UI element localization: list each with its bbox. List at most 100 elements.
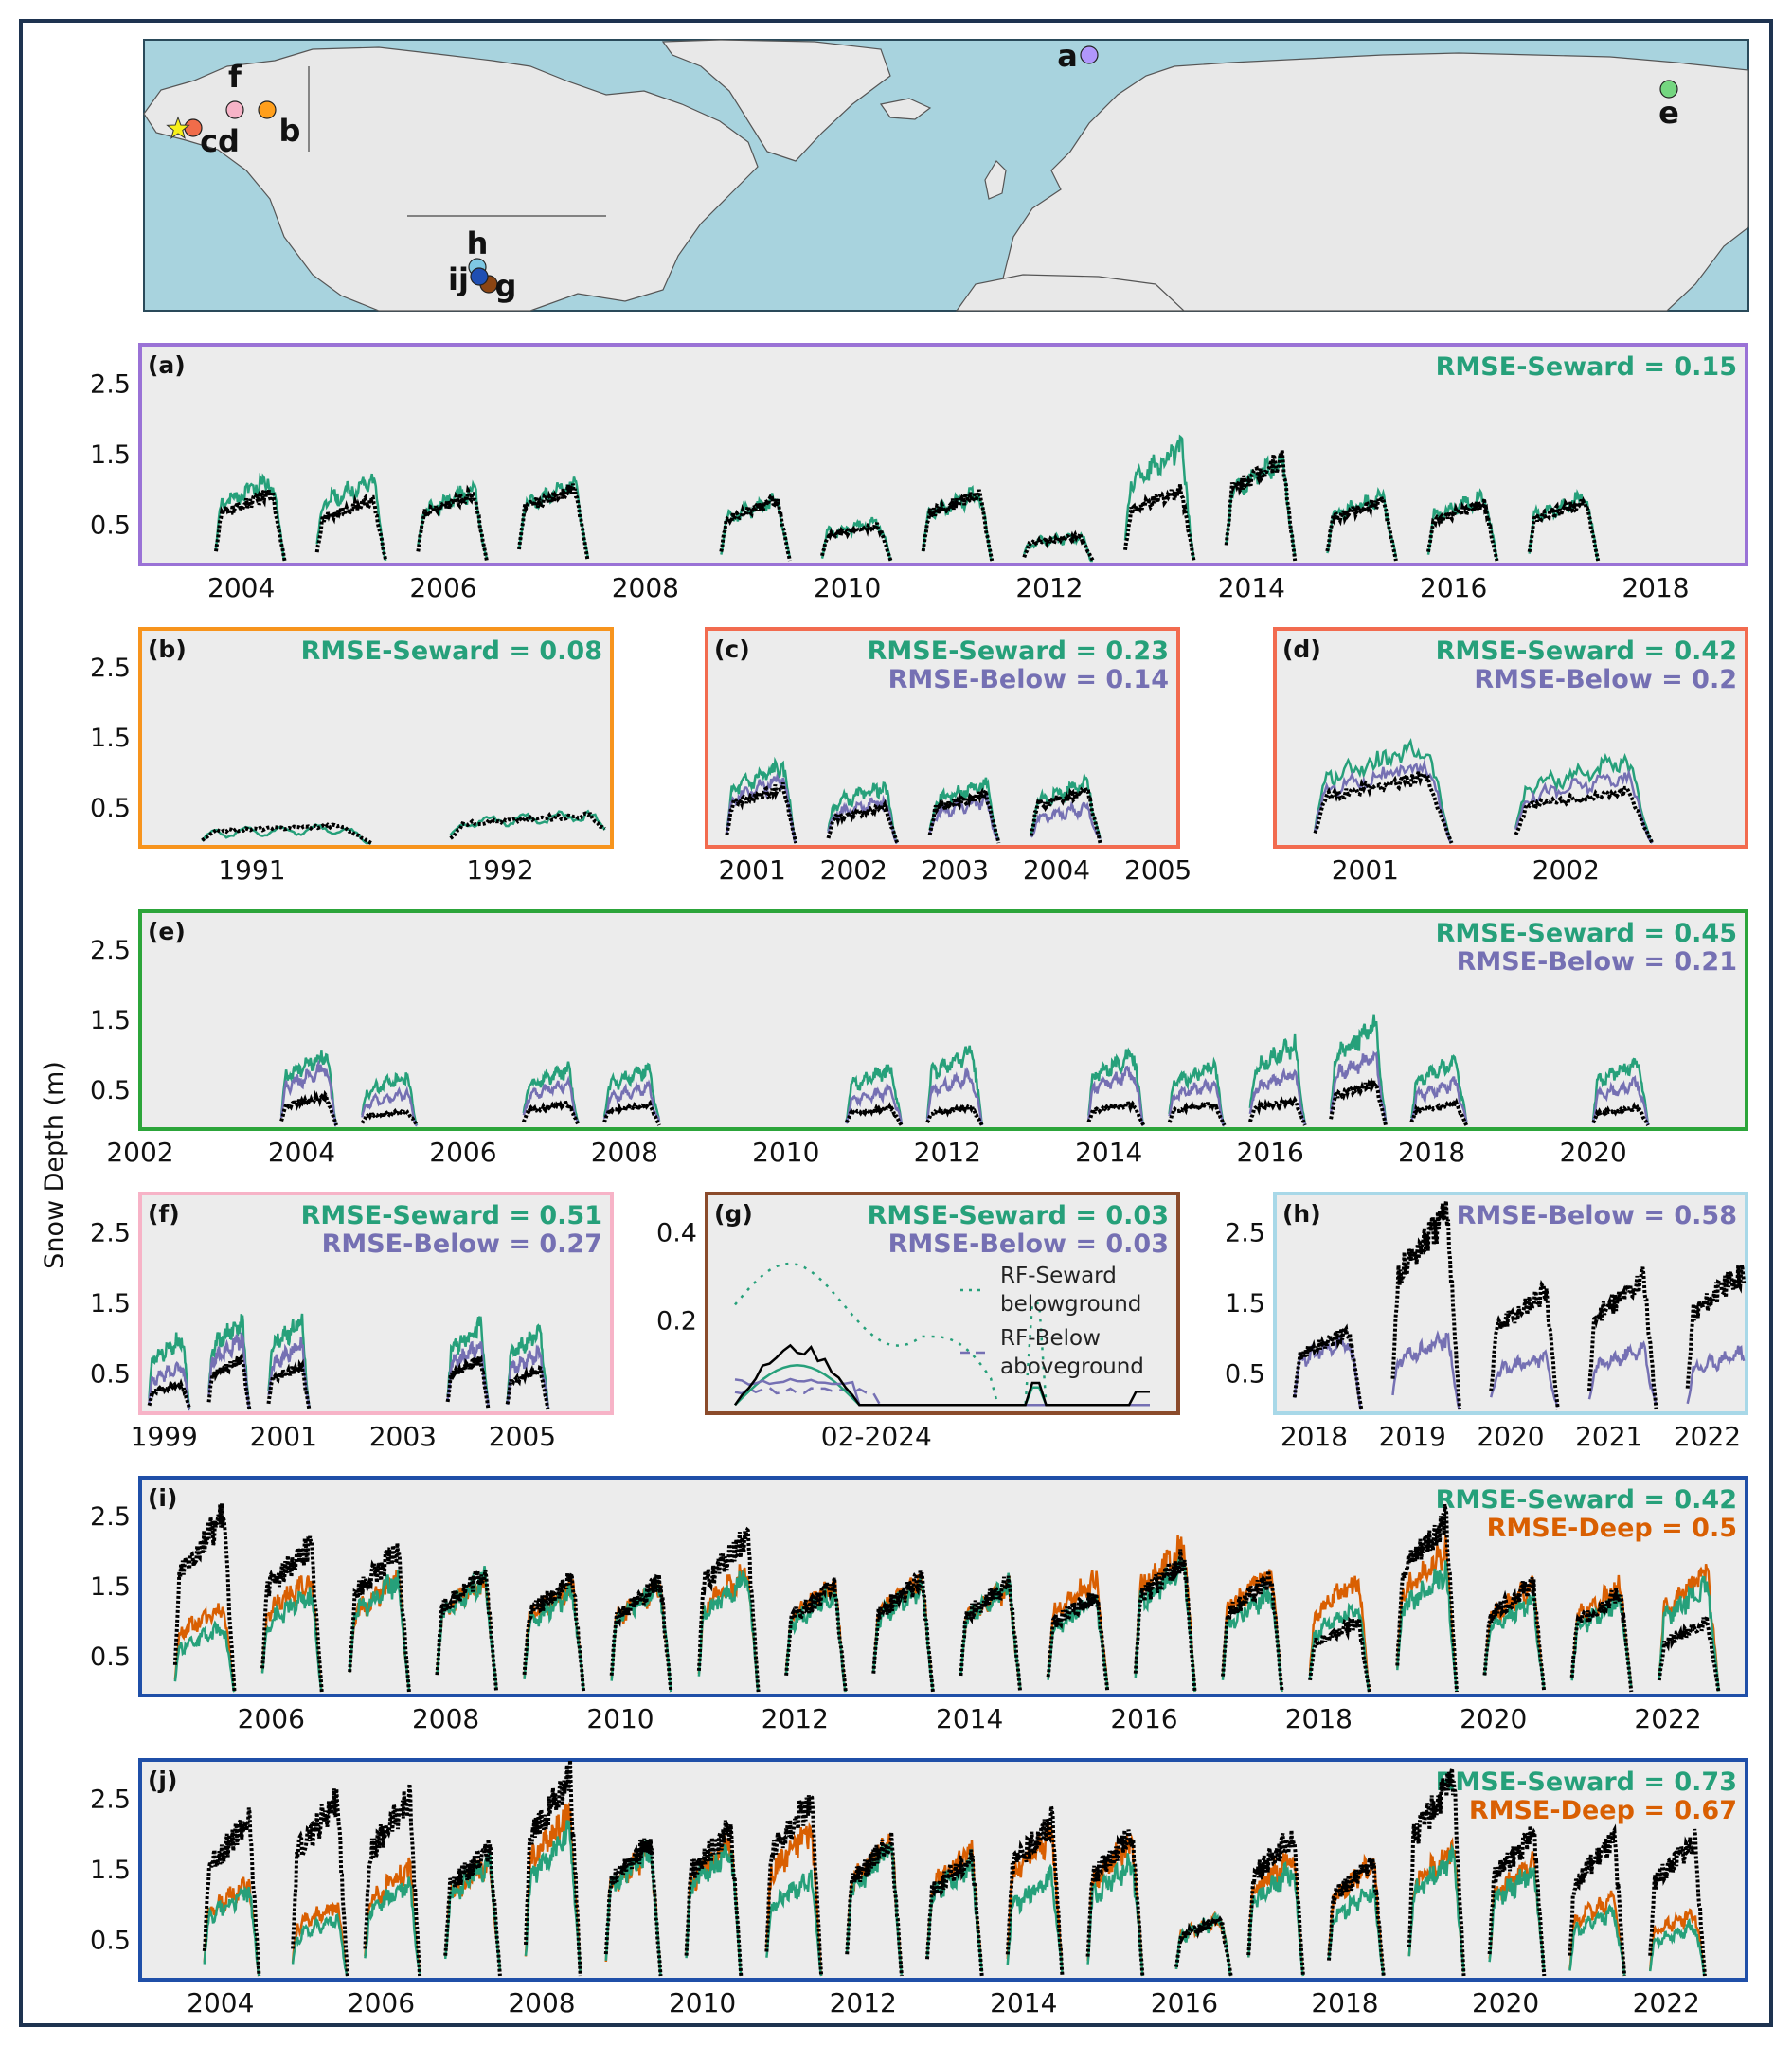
panel-e-below-season-0 — [279, 1059, 337, 1127]
panel-a-obs-season-12 — [1527, 495, 1601, 562]
panel-a-x-tick: 2014 — [1218, 572, 1285, 603]
panel-j-obs-season-18 — [1648, 1828, 1707, 1977]
panel-b-seward-season-1 — [449, 809, 606, 836]
panel-e-seward-season-5 — [925, 1045, 984, 1126]
panel-i-obs-season-11 — [1133, 1549, 1197, 1693]
panel-f: (f) 0.5 1.5 2.5 1999 2001 2003 2005 RMSE-Seward … — [90, 1192, 614, 1452]
panel-i-seward-season-4 — [523, 1583, 585, 1690]
panel-a-label: (a) — [148, 351, 186, 379]
map-land-uk — [984, 160, 1007, 200]
panel-e-rmse-0: RMSE-Seward = 0.45 — [1436, 919, 1737, 948]
panel-j-y-tick: 2.5 — [90, 1785, 131, 1814]
panel-e-obs-season-11 — [1591, 1101, 1650, 1126]
panel-e-label: (e) — [148, 918, 186, 945]
panel-j-seward-season-15 — [1407, 1842, 1465, 1973]
panel-c-x-tick: 2001 — [719, 854, 786, 886]
panel-h-below-season-1 — [1391, 1329, 1461, 1410]
panel-i-x-tick: 2006 — [238, 1703, 305, 1734]
panel-a-seward-season-3 — [517, 476, 589, 557]
panel-g-legend-sublabel-1: aboveground — [1000, 1355, 1144, 1379]
panel-e-below-season-10 — [1410, 1076, 1468, 1122]
panel-i-x-tick: 2020 — [1460, 1703, 1527, 1734]
panel-g-legend-sublabel-0: belowground — [1000, 1292, 1141, 1317]
panel-j-obs-season-11 — [1085, 1829, 1145, 1977]
panel-j-x-tick: 2012 — [830, 1987, 897, 2019]
map-site-label-h: h — [467, 225, 489, 261]
panel-h-y-tick: 2.5 — [1225, 1218, 1265, 1247]
panel-j-x-tick: 2010 — [669, 1987, 736, 2019]
panel-f-y-tick: 2.5 — [90, 1218, 131, 1247]
panel-e-below-season-7 — [1168, 1078, 1225, 1127]
panel-e-seward-season-6 — [1087, 1047, 1145, 1126]
panel-b-x-tick: 1991 — [218, 854, 285, 886]
panel-i-deep-season-1 — [260, 1575, 323, 1693]
panel-d-below-season-1 — [1514, 768, 1654, 844]
panel-a-x-tick: 2006 — [409, 572, 476, 603]
panel-a-x-tick: 2008 — [612, 572, 679, 603]
panel-c-seward-season-0 — [726, 756, 797, 844]
panel-j-obs-season-13 — [1246, 1830, 1305, 1977]
panel-h-x-tick: 2018 — [1281, 1421, 1348, 1452]
panel-a-y-tick: 2.5 — [90, 369, 131, 399]
panel-b-rmse-0: RMSE-Seward = 0.08 — [301, 637, 602, 666]
panel-h-below-season-2 — [1489, 1349, 1559, 1408]
panel-h-obs-season-2 — [1489, 1279, 1560, 1410]
map-site-label-f: f — [228, 59, 242, 95]
panel-c-x-tick: 2004 — [1023, 854, 1090, 886]
panel-j-obs-season-4 — [524, 1760, 582, 1977]
panel-i-y-tick: 2.5 — [90, 1502, 131, 1532]
panel-i-obs-season-13 — [1308, 1616, 1371, 1693]
panel-i-deep-season-10 — [1047, 1570, 1109, 1689]
panel-d-seward-season-0 — [1314, 737, 1453, 844]
panel-i-obs-season-5 — [609, 1573, 673, 1693]
panel-g-label: (g) — [714, 1200, 753, 1228]
panel-g-rmse-1: RMSE-Below = 0.03 — [888, 1229, 1169, 1259]
panel-j-obs-season-14 — [1327, 1857, 1386, 1977]
panel-j-x-tick: 2022 — [1633, 1987, 1700, 2019]
panel-j-obs-season-9 — [925, 1849, 984, 1977]
panel-d-plot-area — [1273, 627, 1748, 849]
panel-e-seward-season-2 — [522, 1061, 580, 1123]
panel-i-rmse-1: RMSE-Deep = 0.5 — [1487, 1514, 1737, 1543]
panel-j-obs-season-7 — [764, 1790, 824, 1977]
panel-h: (h) 0.5 1.5 2.5 2018 2019 2020 2021 2022 RMSE-Bel… — [1225, 1192, 1748, 1452]
panel-b-plot-area — [138, 627, 614, 849]
panel-e-obs-season-9 — [1329, 1077, 1388, 1126]
panel-j-seward-season-10 — [1006, 1863, 1064, 1973]
panel-j-obs-season-15 — [1407, 1768, 1466, 1977]
panel-i-obs-season-1 — [260, 1535, 324, 1693]
y-axis-label: Snow Depth (m) — [40, 1061, 69, 1269]
panel-h-below-season-4 — [1686, 1345, 1746, 1405]
panel-j-seward-season-6 — [685, 1844, 743, 1977]
panel-a-seward-season-1 — [315, 473, 387, 562]
panel-b-obs-season-1 — [449, 811, 606, 840]
panel-j-obs-season-17 — [1568, 1823, 1627, 1977]
panel-j-x-tick: 2014 — [990, 1987, 1057, 2019]
panel-e-x-tick: 2020 — [1559, 1137, 1626, 1168]
panel-i-x-tick: 2008 — [412, 1703, 479, 1734]
panel-f-obs-season-3 — [445, 1354, 491, 1410]
panel-g-y-tick: 0.2 — [656, 1307, 697, 1337]
panel-e-seward-season-4 — [845, 1064, 903, 1123]
panel-a-obs-season-3 — [517, 483, 590, 562]
panel-a-obs-season-2 — [416, 484, 489, 562]
panel-e-x-tick: 2016 — [1237, 1137, 1304, 1168]
panel-a-obs-season-11 — [1426, 494, 1499, 562]
panel-e-obs-season-7 — [1167, 1098, 1227, 1126]
panel-e-seward-season-0 — [279, 1050, 338, 1126]
panel-e-below-season-1 — [361, 1086, 418, 1127]
panel-i: (i) 0.5 1.5 2.5 2006 2008 2010 2012 2014 2016 2018… — [90, 1476, 1748, 1734]
panel-a-seward-season-0 — [214, 472, 286, 562]
panel-f-y-tick: 0.5 — [90, 1360, 131, 1390]
panel-e-y-tick: 1.5 — [90, 1006, 131, 1035]
panel-i-seward-season-0 — [173, 1620, 236, 1693]
map-land-greenland — [661, 39, 891, 162]
panel-f-seward-season-1 — [207, 1314, 251, 1410]
panel-e: (e) 0.5 1.5 2.5 2002 2004 2006 2008 2010 2012 2014… — [90, 909, 1748, 1168]
map-site-label-e: e — [1658, 95, 1679, 131]
panel-j-seward-season-7 — [765, 1869, 823, 1977]
panel-h-rmse-0: RMSE-Below = 0.58 — [1457, 1201, 1737, 1230]
panel-f-y-tick: 1.5 — [90, 1289, 131, 1319]
panel-j: (j) 0.5 1.5 2.5 2004 2006 2008 2010 2012 2014 2016… — [90, 1758, 1748, 2019]
